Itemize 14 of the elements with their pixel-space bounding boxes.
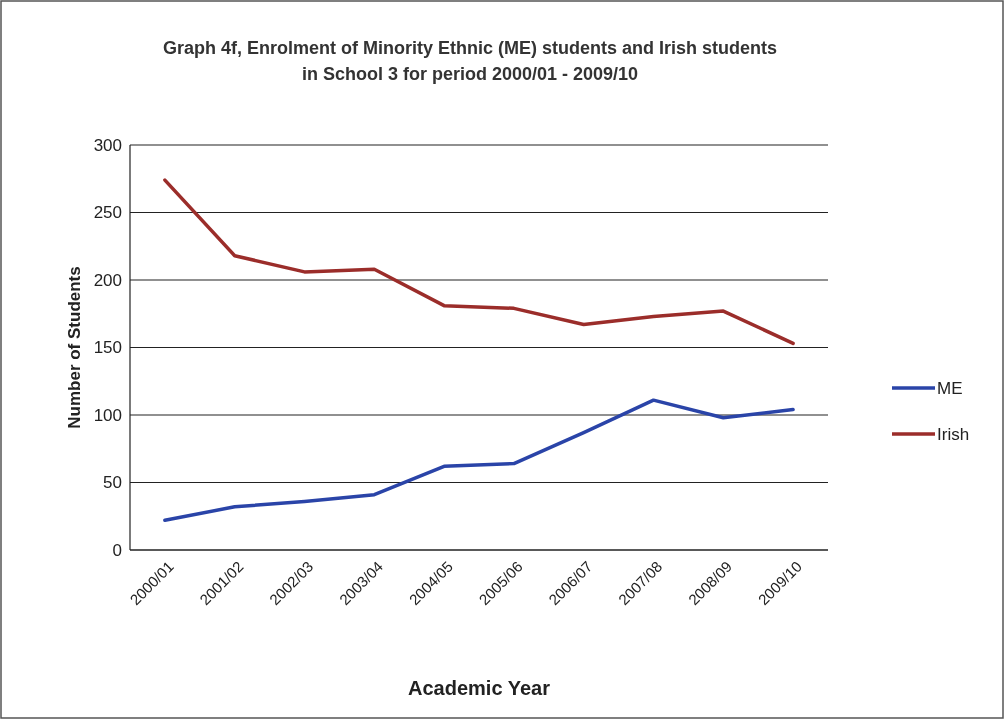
legend-label: Irish: [937, 424, 970, 444]
y-tick-label: 250: [93, 203, 122, 223]
y-axis-title: Number of Students: [65, 266, 84, 429]
y-tick-label: 50: [103, 473, 122, 493]
y-tick-label: 0: [112, 540, 122, 560]
line-series: [163, 398, 795, 523]
x-axis-title: Academic Year: [408, 677, 551, 699]
y-tick-label: 150: [93, 338, 122, 358]
y-tick-label: 300: [93, 135, 122, 155]
chart-title: Graph 4f, Enrolment of Minority Ethnic (ME) students and Irish students in School 3 for period 2000/01 - 2009/10: [162, 38, 778, 84]
y-tick-label: 200: [93, 270, 122, 290]
y-tick-label: 100: [93, 405, 122, 425]
legend-label: ME: [937, 378, 963, 398]
line-series: [163, 178, 795, 346]
